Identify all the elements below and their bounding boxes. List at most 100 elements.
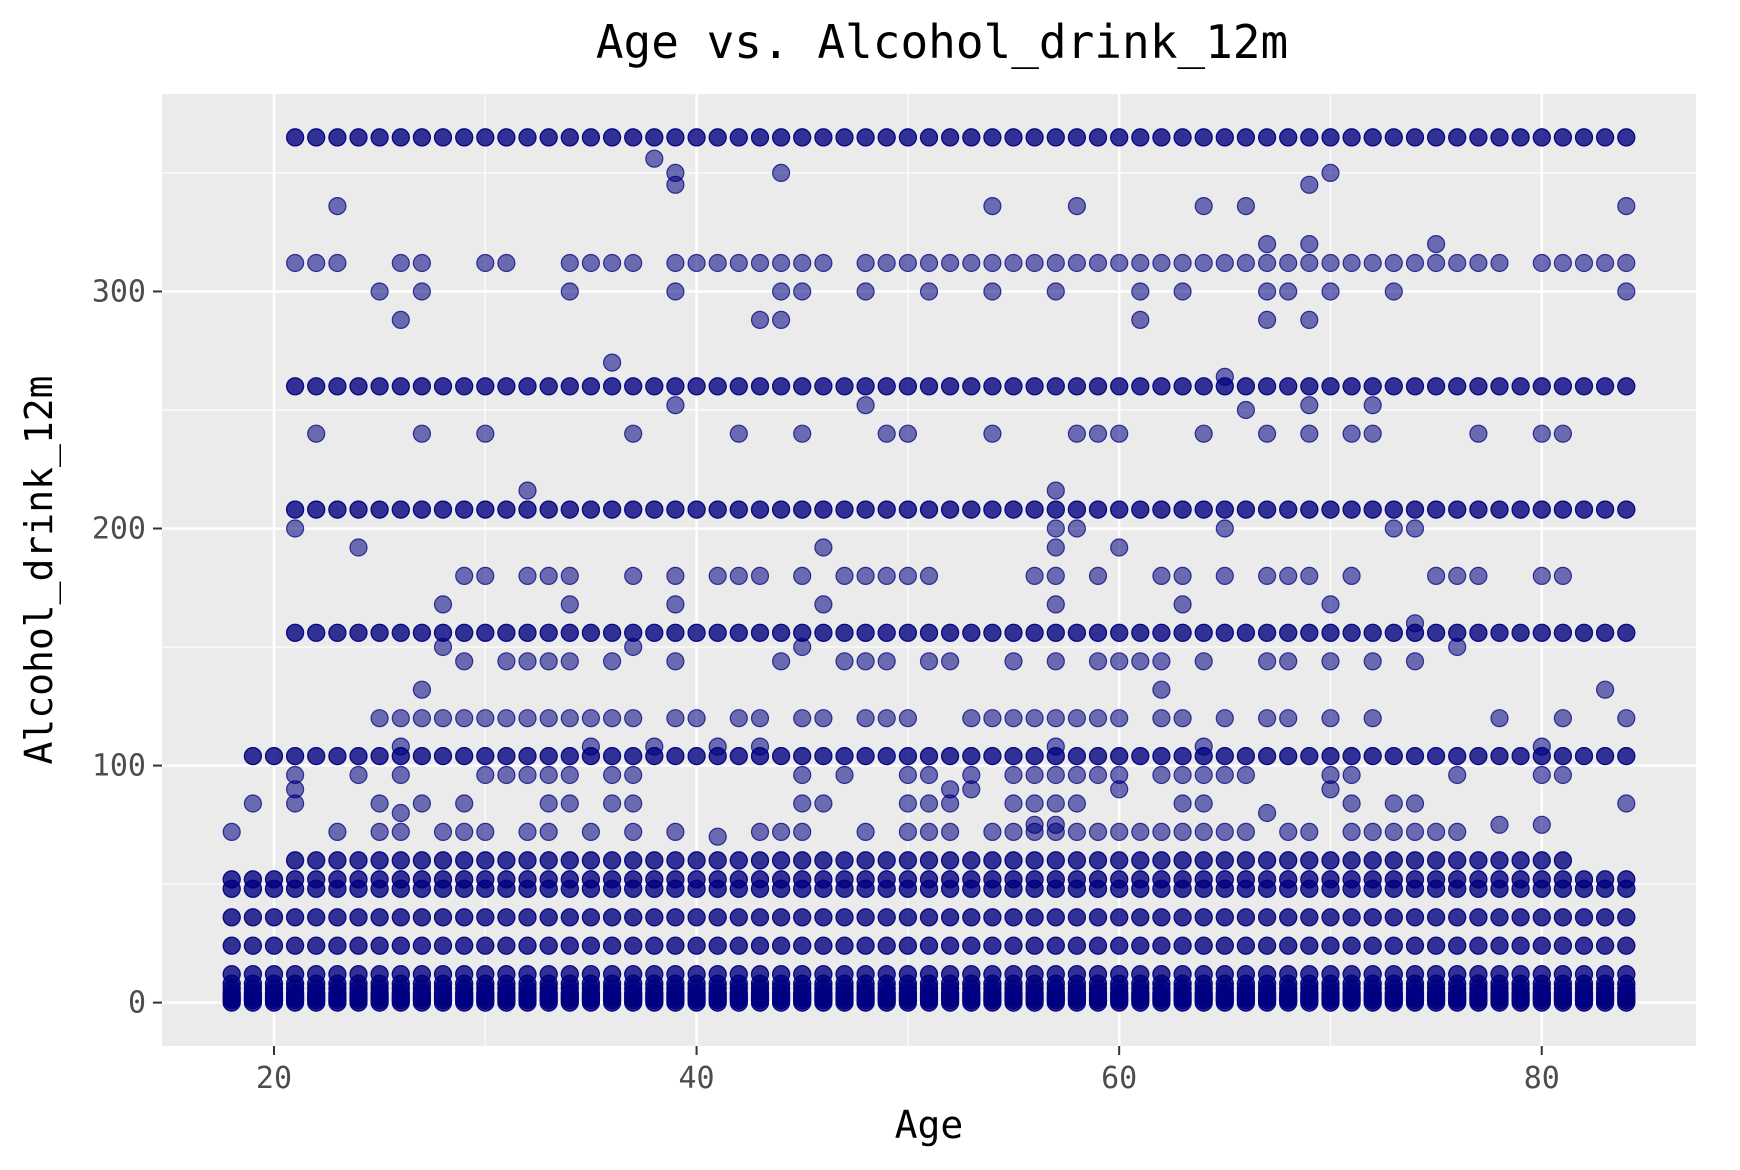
data-point <box>1257 908 1277 927</box>
data-point <box>1215 709 1234 728</box>
data-point <box>1469 623 1488 642</box>
data-point <box>539 794 558 813</box>
data-point <box>455 128 474 147</box>
data-point <box>1511 500 1530 519</box>
data-point <box>1342 253 1361 273</box>
data-point <box>1321 595 1340 614</box>
data-point <box>497 652 516 671</box>
data-point <box>919 282 939 301</box>
data-point <box>1152 936 1171 955</box>
data-point <box>602 993 622 1012</box>
data-point <box>1257 253 1277 273</box>
data-point <box>1046 993 1065 1012</box>
data-point <box>708 908 727 927</box>
data-point <box>708 993 727 1012</box>
data-point <box>1384 253 1403 273</box>
data-point <box>1511 851 1530 870</box>
data-point <box>1469 424 1488 443</box>
data-point <box>1469 908 1488 927</box>
data-point <box>602 794 622 813</box>
data-point <box>919 652 939 671</box>
data-point <box>391 377 410 396</box>
data-point <box>1236 851 1256 870</box>
data-point <box>898 746 918 766</box>
data-point <box>349 746 368 766</box>
data-point <box>1426 908 1446 927</box>
data-point <box>687 993 706 1012</box>
data-point <box>1342 746 1361 766</box>
data-point <box>518 936 537 955</box>
data-point <box>307 879 326 898</box>
data-point <box>1574 879 1594 898</box>
data-point <box>1532 737 1551 756</box>
data-point <box>962 500 981 519</box>
data-point <box>940 908 960 927</box>
data-point <box>476 128 495 147</box>
data-point <box>370 936 389 955</box>
data-point <box>814 377 833 396</box>
data-point <box>1300 310 1319 329</box>
data-point <box>1004 879 1023 898</box>
data-point <box>666 253 685 273</box>
data-point <box>835 128 854 147</box>
data-point <box>1046 737 1065 756</box>
data-point <box>412 993 431 1012</box>
data-point <box>1215 367 1234 386</box>
data-point <box>1448 822 1467 842</box>
data-point <box>1257 500 1277 519</box>
data-point <box>814 538 833 557</box>
data-point <box>1088 746 1108 766</box>
data-point <box>560 623 579 642</box>
data-point <box>687 377 706 396</box>
data-point <box>729 424 748 443</box>
data-point <box>1088 709 1108 728</box>
data-point <box>1426 879 1446 898</box>
data-point <box>1617 500 1636 519</box>
data-point <box>307 424 326 443</box>
data-point <box>835 746 854 766</box>
data-point <box>983 993 1002 1012</box>
data-point <box>624 851 643 870</box>
data-point <box>1553 908 1573 927</box>
data-point <box>729 253 748 273</box>
data-point <box>771 936 791 955</box>
data-point <box>983 851 1002 870</box>
data-point <box>391 737 410 756</box>
data-point <box>687 746 706 766</box>
data-point <box>1257 709 1277 728</box>
data-point <box>1046 652 1065 671</box>
data-point <box>286 623 305 642</box>
data-point <box>835 566 854 586</box>
data-point <box>370 282 389 301</box>
data-point <box>518 566 537 586</box>
data-point <box>1405 822 1425 842</box>
data-point <box>877 746 896 766</box>
data-point <box>856 822 875 842</box>
data-point <box>1131 851 1150 870</box>
data-point <box>581 879 601 898</box>
data-point <box>391 765 410 785</box>
data-point <box>877 993 896 1012</box>
data-point <box>983 709 1002 728</box>
data-point <box>328 197 347 216</box>
data-point <box>1131 822 1150 842</box>
data-point <box>412 424 431 443</box>
data-point <box>539 993 558 1012</box>
data-point <box>497 851 516 870</box>
data-point <box>835 993 854 1012</box>
data-point <box>1004 253 1023 273</box>
x-tick-label: 80 <box>1524 1061 1560 1096</box>
data-point <box>1342 879 1361 898</box>
data-point <box>666 623 685 642</box>
data-point <box>1110 253 1129 273</box>
data-point <box>1426 822 1446 842</box>
data-point <box>814 253 833 273</box>
data-point <box>264 936 284 955</box>
data-point <box>814 595 833 614</box>
data-point <box>687 253 706 273</box>
y-axis-title: Alcohol_drink_12m <box>17 376 62 765</box>
data-point <box>1173 623 1192 642</box>
data-point <box>1215 566 1234 586</box>
data-point <box>919 377 939 396</box>
data-point <box>1321 851 1340 870</box>
